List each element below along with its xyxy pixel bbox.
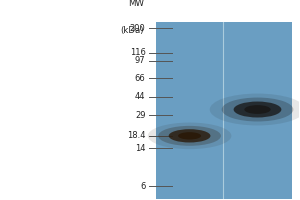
FancyBboxPatch shape <box>156 22 292 199</box>
Text: 97: 97 <box>135 56 146 65</box>
Text: 18.4: 18.4 <box>127 131 146 140</box>
Text: 44: 44 <box>135 92 146 101</box>
Text: (kDa): (kDa) <box>121 26 144 35</box>
Text: 116: 116 <box>130 48 146 57</box>
Ellipse shape <box>244 105 271 114</box>
Text: 66: 66 <box>135 74 146 83</box>
Ellipse shape <box>234 102 281 117</box>
Ellipse shape <box>169 129 211 142</box>
Ellipse shape <box>222 98 293 121</box>
Text: MW: MW <box>128 0 144 8</box>
Text: 29: 29 <box>135 111 146 120</box>
Ellipse shape <box>148 123 231 149</box>
Text: 200: 200 <box>130 24 146 33</box>
Text: 6: 6 <box>140 182 145 191</box>
Ellipse shape <box>210 94 300 125</box>
Ellipse shape <box>158 126 221 146</box>
Text: 14: 14 <box>135 144 146 153</box>
Ellipse shape <box>178 132 201 139</box>
